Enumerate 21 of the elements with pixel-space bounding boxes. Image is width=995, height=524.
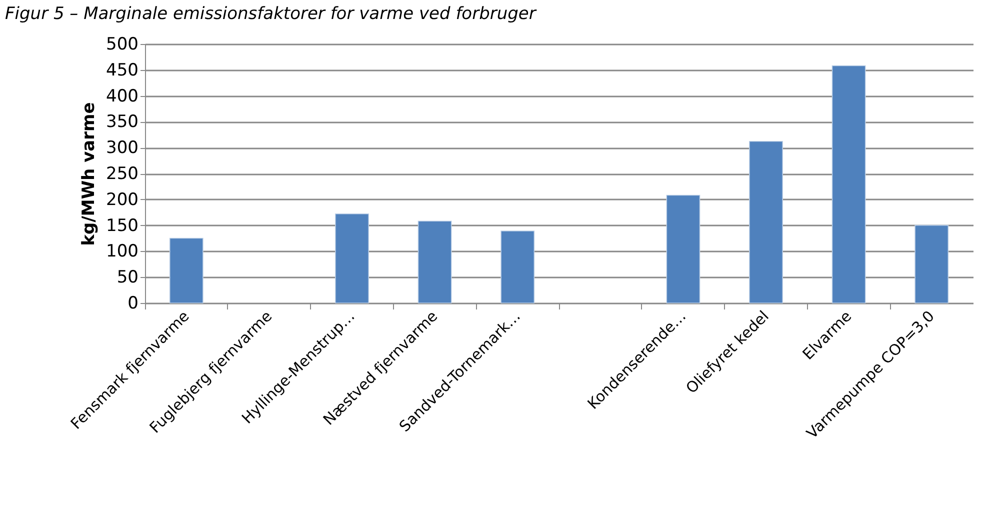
chart-title: Figur 5 – Marginale emissionsfaktorer for varme ved forbruger (5, 4, 537, 24)
y-tick-label: 400 (106, 86, 138, 106)
bar (418, 220, 452, 304)
y-tick-label: 50 (116, 268, 138, 288)
y-tick-label: 100 (106, 242, 138, 262)
bar (749, 140, 783, 304)
bar (169, 238, 204, 304)
bar (832, 65, 866, 304)
bar (335, 214, 369, 304)
y-tick-label: 150 (106, 216, 138, 236)
bar (500, 230, 535, 304)
y-tick-label: 500 (106, 34, 138, 54)
y-tick-label: 0 (128, 294, 138, 314)
y-tick-label: 250 (106, 164, 138, 184)
y-axis-title: kg/MWh varme (79, 102, 100, 246)
y-tick-label: 450 (106, 60, 138, 80)
y-tick-label: 200 (106, 190, 138, 210)
bar (914, 224, 949, 304)
y-tick-label: 300 (106, 138, 138, 158)
y-tick-label: 350 (106, 112, 138, 132)
bar (666, 194, 700, 304)
